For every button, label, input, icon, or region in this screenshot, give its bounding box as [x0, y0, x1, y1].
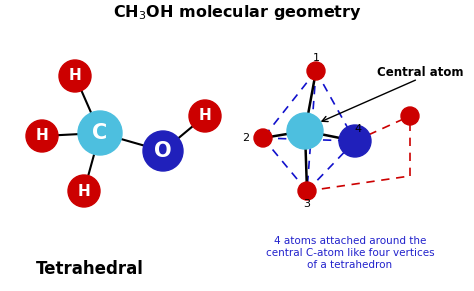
Circle shape [339, 125, 371, 157]
Circle shape [287, 113, 323, 149]
Text: Central atom: Central atom [377, 67, 463, 79]
Circle shape [401, 107, 419, 125]
Circle shape [59, 60, 91, 92]
Circle shape [78, 111, 122, 155]
Circle shape [68, 175, 100, 207]
Circle shape [189, 100, 221, 132]
Text: 4: 4 [355, 124, 362, 134]
Text: 4 atoms attached around the
central C-atom like four vertices
of a tetrahedron: 4 atoms attached around the central C-at… [266, 236, 434, 269]
Text: C: C [92, 123, 108, 143]
Text: Tetrahedral: Tetrahedral [36, 260, 144, 278]
Circle shape [143, 131, 183, 171]
Text: 1: 1 [312, 53, 319, 63]
Text: H: H [199, 109, 211, 123]
Circle shape [307, 62, 325, 80]
Text: H: H [69, 68, 82, 84]
Text: H: H [78, 184, 91, 198]
Text: 3: 3 [303, 199, 310, 209]
Text: 2: 2 [242, 133, 250, 143]
Circle shape [26, 120, 58, 152]
Circle shape [254, 129, 272, 147]
Text: H: H [36, 129, 48, 143]
Text: O: O [154, 141, 172, 161]
Text: CH$_3$OH molecular geometry: CH$_3$OH molecular geometry [113, 3, 361, 22]
Circle shape [298, 182, 316, 200]
